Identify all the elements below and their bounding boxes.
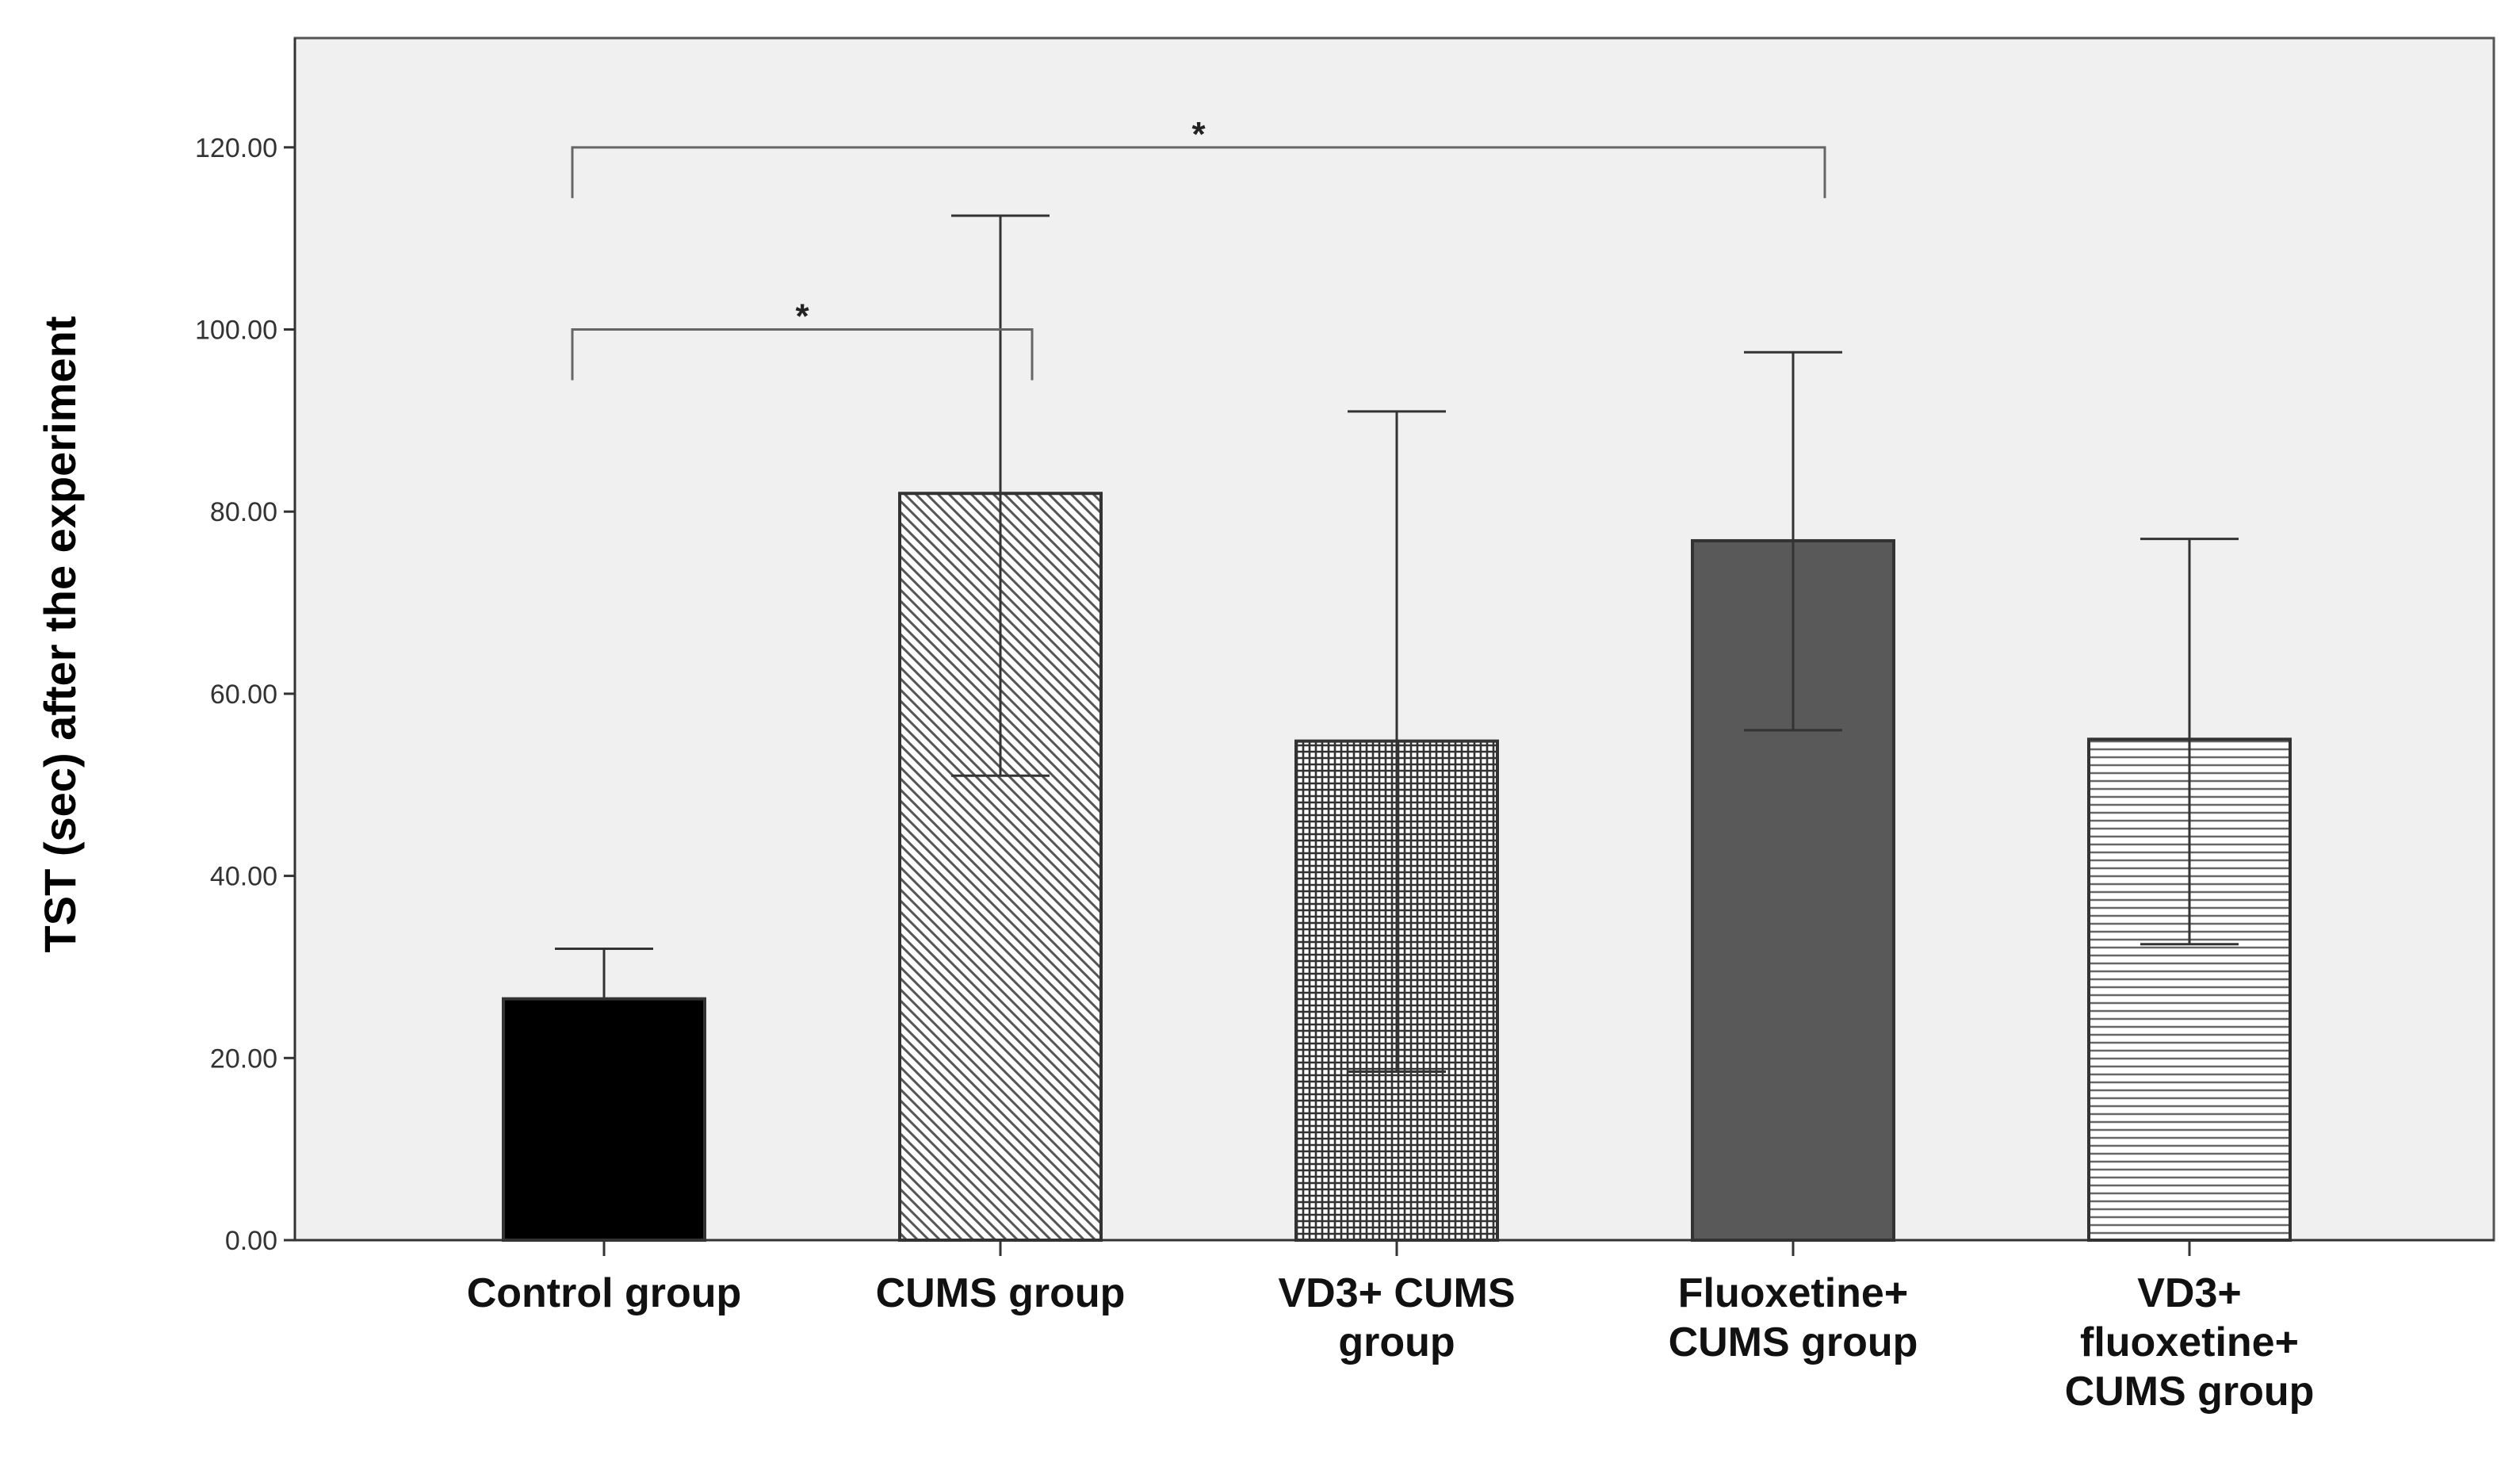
significance-marker-1: * xyxy=(1191,115,1206,154)
y-tick-label-2: 40.00 xyxy=(210,862,277,892)
category-label-2: VD3+ CUMS group xyxy=(1278,1270,1515,1365)
error-bars xyxy=(555,214,2239,1074)
category-labels: Control group CUMS group VD3+ CUMS group Flu… xyxy=(467,1270,2315,1415)
significance-annotations: ** xyxy=(571,115,1826,381)
category-label-4-line-0: VD3+ xyxy=(2137,1270,2242,1316)
significance-bracket-0 xyxy=(571,328,1034,381)
category-label-4-line-2: CUMS group xyxy=(2065,1369,2315,1415)
x-ticks xyxy=(602,1240,2191,1256)
significance-marker-0: * xyxy=(795,297,809,336)
y-tick-label-0: 0.00 xyxy=(225,1226,277,1256)
category-label-3-line-0: Fluoxetine+ xyxy=(1678,1270,1908,1316)
category-label-1: CUMS group xyxy=(876,1270,1126,1316)
category-label-4: VD3+ fluoxetine+ CUMS group xyxy=(2065,1270,2315,1415)
bar-0 xyxy=(502,997,706,1242)
y-tick-label-1: 20.00 xyxy=(210,1044,277,1074)
category-label-3-line-1: CUMS group xyxy=(1669,1319,1918,1365)
y-tick-label-3: 60.00 xyxy=(210,680,277,710)
category-label-0: Control group xyxy=(467,1270,742,1316)
y-tick-label-5: 100.00 xyxy=(195,316,277,346)
y-ticks: 0.00 20.00 40.00 60.00 80.00 100.00 120.00 xyxy=(195,133,295,1256)
category-label-1-line-0: CUMS group xyxy=(876,1270,1126,1316)
y-axis-title: TST (sec) after the experiment xyxy=(35,316,85,953)
category-label-2-line-0: VD3+ CUMS xyxy=(1278,1270,1515,1316)
category-label-4-line-1: fluoxetine+ xyxy=(2080,1319,2299,1365)
category-label-0-line-0: Control group xyxy=(467,1270,742,1316)
y-tick-label-6: 120.00 xyxy=(195,133,277,163)
category-label-3: Fluoxetine+ CUMS group xyxy=(1669,1270,1918,1365)
significance-bracket-1 xyxy=(571,146,1826,198)
y-tick-label-4: 80.00 xyxy=(210,497,277,527)
category-label-2-line-1: group xyxy=(1338,1319,1455,1365)
bars xyxy=(502,492,2292,1242)
